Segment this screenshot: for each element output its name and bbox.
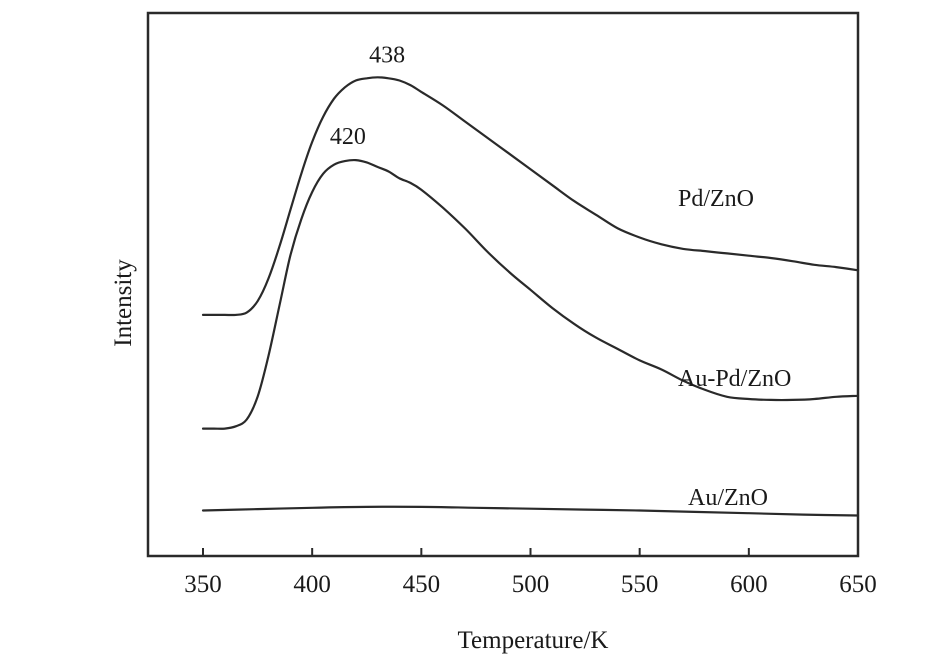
- plot-frame: [146, 11, 860, 558]
- peak-annotations: 438 420: [330, 43, 405, 151]
- au-zno-label: Au/ZnO: [688, 485, 768, 511]
- x-tick-label: 500: [512, 571, 550, 598]
- x-tick-label: 600: [730, 571, 768, 598]
- series-curves: [201, 76, 860, 517]
- pd-zno-curve: [201, 76, 860, 317]
- x-axis-title: Temperature/K: [458, 627, 609, 654]
- au-zno-curve: [201, 505, 860, 517]
- x-axis-ticks: [202, 548, 859, 556]
- x-tick-label: 650: [839, 571, 877, 598]
- x-tick-label: 450: [403, 571, 441, 598]
- y-axis-title: Intensity: [110, 259, 137, 347]
- x-axis-tick-labels: 350 400 450 500 550 600 650: [184, 571, 877, 598]
- series-labels: Pd/ZnO Au-Pd/ZnO Au/ZnO: [678, 186, 791, 511]
- x-tick-label: 350: [184, 571, 222, 598]
- peak-label-420: 420: [330, 124, 366, 150]
- x-tick-label: 400: [293, 571, 331, 598]
- au-pd-zno-label: Au-Pd/ZnO: [678, 366, 791, 392]
- peak-label-438: 438: [369, 43, 405, 69]
- x-tick-label: 550: [621, 571, 659, 598]
- pd-zno-label: Pd/ZnO: [678, 186, 754, 212]
- au-pd-zno-curve: [201, 158, 860, 430]
